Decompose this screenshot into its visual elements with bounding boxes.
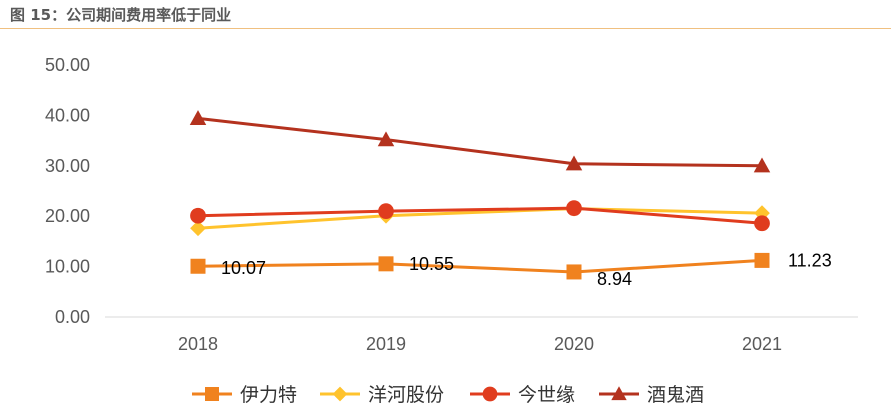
data-point xyxy=(377,131,395,147)
series-layer xyxy=(189,110,771,280)
y-tick-label: 0.00 xyxy=(55,307,90,327)
data-point xyxy=(189,110,207,126)
legend-item: 酒鬼酒 xyxy=(599,384,704,406)
data-point xyxy=(190,258,206,274)
legend: 伊力特 洋河股份 今世缘 酒鬼酒 xyxy=(192,384,704,406)
series-1 xyxy=(190,252,770,280)
x-tick-label: 2021 xyxy=(742,334,782,354)
series-line xyxy=(197,206,763,225)
series-line xyxy=(197,258,763,274)
legend-label: 洋河股份 xyxy=(368,384,444,406)
data-point xyxy=(754,215,770,232)
legend-marker xyxy=(332,386,348,402)
series-4 xyxy=(189,110,771,173)
y-tick-label: 10.00 xyxy=(45,257,90,277)
data-point xyxy=(754,252,770,268)
data-label: 11.23 xyxy=(788,250,832,270)
series-line xyxy=(197,207,763,230)
legend-label: 今世缘 xyxy=(518,384,575,406)
series-3 xyxy=(190,200,770,232)
data-labels: 10.07 10.55 8.94 11.23 xyxy=(221,250,832,289)
legend-label: 酒鬼酒 xyxy=(647,384,704,406)
series-2 xyxy=(190,200,770,237)
data-point xyxy=(753,157,771,173)
legend-marker xyxy=(482,386,498,402)
y-tick-label: 50.00 xyxy=(45,55,90,75)
data-label: 8.94 xyxy=(597,269,632,289)
data-label: 10.55 xyxy=(409,254,454,274)
data-point xyxy=(378,256,394,272)
legend-marker xyxy=(205,387,219,401)
x-tick-label: 2018 xyxy=(178,334,218,354)
y-tick-label: 40.00 xyxy=(45,105,90,125)
legend-item: 洋河股份 xyxy=(320,384,444,406)
data-point xyxy=(566,200,582,217)
data-point xyxy=(190,220,206,237)
data-point xyxy=(566,264,582,280)
axes: 0.00 10.00 20.00 30.00 40.00 50.00 2018 2019 202… xyxy=(45,55,858,354)
legend-marker xyxy=(611,386,627,401)
title-divider xyxy=(0,28,891,29)
y-tick-label: 20.00 xyxy=(45,206,90,226)
legend-label: 伊力特 xyxy=(240,384,297,406)
figure-title: 图 15：公司期间费用率低于同业 xyxy=(10,6,232,24)
legend-item: 伊力特 xyxy=(192,384,297,406)
series-line xyxy=(197,116,763,168)
legend-item: 今世缘 xyxy=(470,384,575,406)
y-tick-label: 30.00 xyxy=(45,156,90,176)
data-label: 10.07 xyxy=(221,258,266,278)
data-point xyxy=(565,155,583,171)
x-tick-label: 2020 xyxy=(554,334,594,354)
data-point xyxy=(190,207,206,224)
data-point xyxy=(378,203,394,220)
x-tick-label: 2019 xyxy=(366,334,406,354)
